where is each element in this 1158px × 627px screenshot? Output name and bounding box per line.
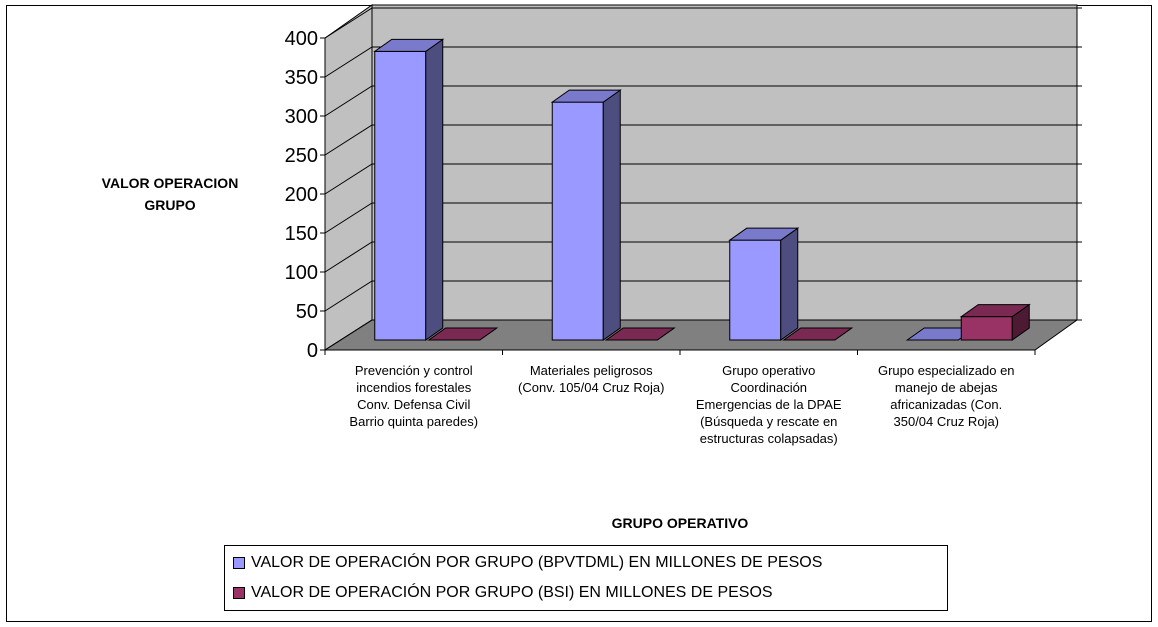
bar-top <box>728 227 800 241</box>
bar-front <box>551 101 604 341</box>
bar <box>373 38 445 341</box>
bar-top <box>427 327 499 341</box>
y-tick-label: 100 <box>285 262 318 284</box>
y-tick-label: 350 <box>285 67 318 89</box>
bar-side <box>602 89 621 341</box>
grid-line <box>324 319 1082 351</box>
bar-top <box>782 327 854 341</box>
bar-front <box>729 239 782 341</box>
y-axis-title: VALOR OPERACION GRUPO <box>101 175 239 213</box>
bar-front <box>960 316 1013 341</box>
x-tick-label: Prevención y control incendios forestale… <box>349 363 479 429</box>
bar <box>604 327 676 341</box>
x-tick-label: Grupo especializado en manejo de abejas … <box>877 363 1015 429</box>
bar-top <box>959 304 1031 318</box>
legend-item: VALOR DE OPERACIÓN POR GRUPO (BSI) EN MI… <box>233 584 773 602</box>
grid-line <box>324 241 1082 273</box>
back-wall <box>371 4 1078 321</box>
legend-label: VALOR DE OPERACIÓN POR GRUPO (BSI) EN MI… <box>251 584 773 601</box>
legend-item: VALOR DE OPERACIÓN POR GRUPO (BPVTDML) E… <box>233 554 822 572</box>
bar <box>550 89 622 341</box>
bar-top <box>550 89 622 103</box>
grid-line <box>324 163 1082 195</box>
grid-line <box>324 46 1082 78</box>
bar <box>782 327 854 341</box>
y-tick-label: 200 <box>285 184 318 206</box>
y-tick-label: 400 <box>285 28 318 50</box>
grid-line <box>324 124 1082 156</box>
bar-top <box>373 38 445 52</box>
legend-label: VALOR DE OPERACIÓN POR GRUPO (BPVTDML) E… <box>251 554 823 571</box>
x-axis-title: GRUPO OPERATIVO <box>611 515 749 531</box>
bar <box>959 303 1031 341</box>
x-tick-label: Materiales peligrosos (Conv. 105/04 Cruz… <box>518 363 665 395</box>
y-tick-label: 300 <box>285 106 318 128</box>
grid-line <box>324 85 1082 117</box>
bar-side <box>425 38 444 341</box>
y-tick-label: 0 <box>307 340 318 362</box>
bar-side <box>780 227 799 341</box>
y-tick-label: 250 <box>285 145 318 167</box>
grid-line <box>324 202 1082 234</box>
y-tick-label: 150 <box>285 223 318 245</box>
legend-swatch <box>233 587 245 599</box>
x-tick-label: Grupo operativo Coordinación Emergencias… <box>695 363 842 446</box>
grid-line <box>324 7 1082 39</box>
bar-front <box>374 50 427 341</box>
side-wall <box>324 4 373 351</box>
y-tick-label: 50 <box>296 301 318 323</box>
grid-line <box>324 280 1082 312</box>
bar <box>427 327 499 341</box>
bar <box>728 227 800 341</box>
legend-swatch <box>233 557 245 569</box>
bar-top <box>604 327 676 341</box>
legend: VALOR DE OPERACIÓN POR GRUPO (BPVTDML) E… <box>224 545 948 611</box>
